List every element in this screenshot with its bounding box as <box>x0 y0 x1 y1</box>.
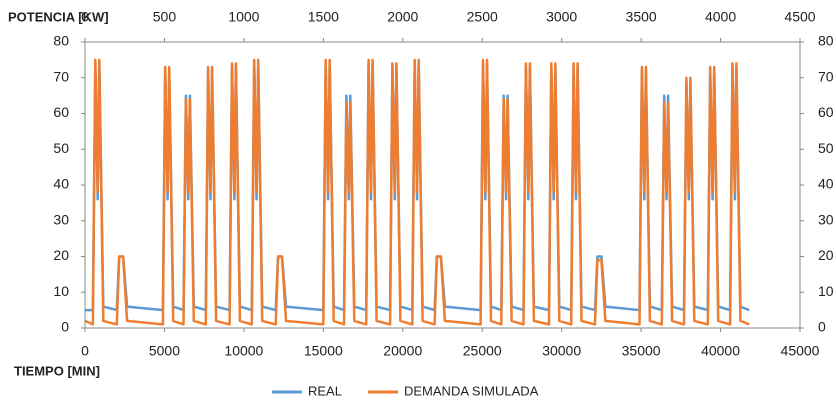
x2-tick-label: 500 <box>153 9 177 25</box>
x-tick-label: 40000 <box>701 343 740 359</box>
y2-tick-label: 50 <box>818 140 834 156</box>
series-line <box>84 58 750 326</box>
y-tick-label: 30 <box>53 211 69 227</box>
y-axis-label: POTENCIA [KW] <box>8 9 109 24</box>
y-tick-label: 40 <box>53 176 69 192</box>
y-tick-label: 20 <box>53 247 69 263</box>
x2-tick-label: 4000 <box>705 9 736 25</box>
y2-tick-label: 70 <box>818 68 834 84</box>
y2-tick-label: 60 <box>818 104 834 120</box>
x-tick-label: 15000 <box>304 343 343 359</box>
x-tick-label: 35000 <box>622 343 661 359</box>
y2-tick-label: 10 <box>818 283 834 299</box>
y-tick-label: 50 <box>53 140 69 156</box>
y-tick-label: 10 <box>53 283 69 299</box>
x2-tick-label: 2000 <box>387 9 418 25</box>
y2-tick-label: 40 <box>818 176 834 192</box>
x2-tick-label: 2500 <box>467 9 498 25</box>
x-tick-label: 5000 <box>149 343 180 359</box>
y2-tick-label: 20 <box>818 247 834 263</box>
x-tick-label: 0 <box>81 343 89 359</box>
y-tick-label: 70 <box>53 68 69 84</box>
x2-tick-label: 3500 <box>626 9 657 25</box>
y2-tick-label: 30 <box>818 211 834 227</box>
y2-tick-label: 0 <box>818 319 826 335</box>
x2-tick-label: 0 <box>81 9 89 25</box>
y2-tick-label: 80 <box>818 33 834 49</box>
x2-tick-label: 1500 <box>308 9 339 25</box>
legend-label: DEMANDA SIMULADA <box>404 383 539 398</box>
x2-tick-label: 1000 <box>228 9 259 25</box>
x2-tick-label: 3000 <box>546 9 577 25</box>
y-tick-label: 0 <box>61 319 69 335</box>
x-tick-label: 45000 <box>781 343 820 359</box>
x-axis-label: TIEMPO [MIN] <box>14 363 100 378</box>
x2-tick-label: 4500 <box>784 9 815 25</box>
x-tick-label: 30000 <box>542 343 581 359</box>
x-tick-label: 25000 <box>463 343 502 359</box>
y-tick-label: 80 <box>53 33 69 49</box>
legend-label: REAL <box>308 383 342 398</box>
y-tick-label: 60 <box>53 104 69 120</box>
x-tick-label: 20000 <box>383 343 422 359</box>
x-tick-label: 10000 <box>224 343 263 359</box>
